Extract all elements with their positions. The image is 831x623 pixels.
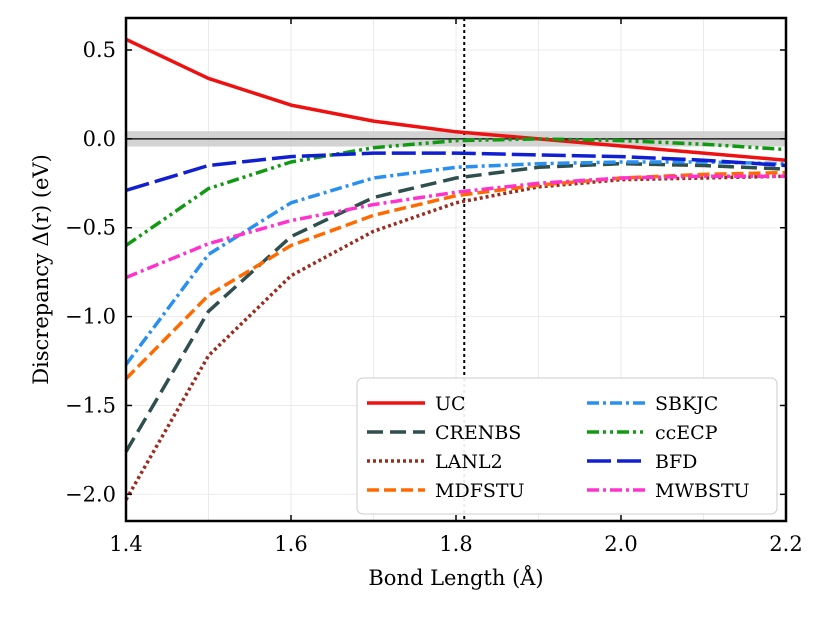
y-tick-label: −0.5	[65, 216, 116, 240]
legend: UC CRENBS LANL2 MDFSTU SBKJC ccECP BFD MWBSTU	[356, 377, 778, 515]
x-axis-label: Bond Length (Å)	[368, 565, 543, 590]
series-lines	[124, 37, 787, 501]
legend-label-sbkjc: SBKJC	[655, 393, 718, 415]
x-tick-label: 2.2	[769, 532, 802, 556]
x-tick-label: 1.4	[109, 532, 142, 556]
y-tick-label: 0.0	[83, 127, 116, 151]
legend-label-uc: UC	[435, 393, 466, 415]
y-tick-label: −1.5	[65, 393, 116, 417]
x-tick-label: 1.6	[274, 532, 307, 556]
series-line-uc	[125, 37, 787, 162]
legend-label-ccecp: ccECP	[655, 422, 718, 444]
y-tick-label: −1.0	[65, 305, 116, 329]
series-line-bfd	[125, 151, 787, 193]
y-tick-label: 0.5	[83, 38, 116, 62]
y-axis-label: Discrepancy Δ(r) (eV)	[29, 154, 53, 385]
legend-label-mdfstu: MDFSTU	[435, 480, 525, 502]
series-line-ccecp	[125, 137, 787, 247]
y-tick-label: −2.0	[65, 482, 116, 506]
x-tick-label: 1.8	[439, 532, 472, 556]
series-line-crenbs	[124, 161, 787, 453]
series-line-mwbstu	[125, 174, 786, 280]
legend-label-lanl2: LANL2	[435, 451, 503, 473]
legend-box	[356, 377, 778, 515]
series-line-lanl2	[124, 174, 787, 501]
x-tick-label: 2.0	[604, 532, 637, 556]
legend-label-mwbstu: MWBSTU	[655, 480, 750, 502]
plot-frame	[124, 16, 788, 523]
legend-label-bfd: BFD	[655, 451, 697, 473]
legend-label-crenbs: CRENBS	[435, 422, 521, 444]
